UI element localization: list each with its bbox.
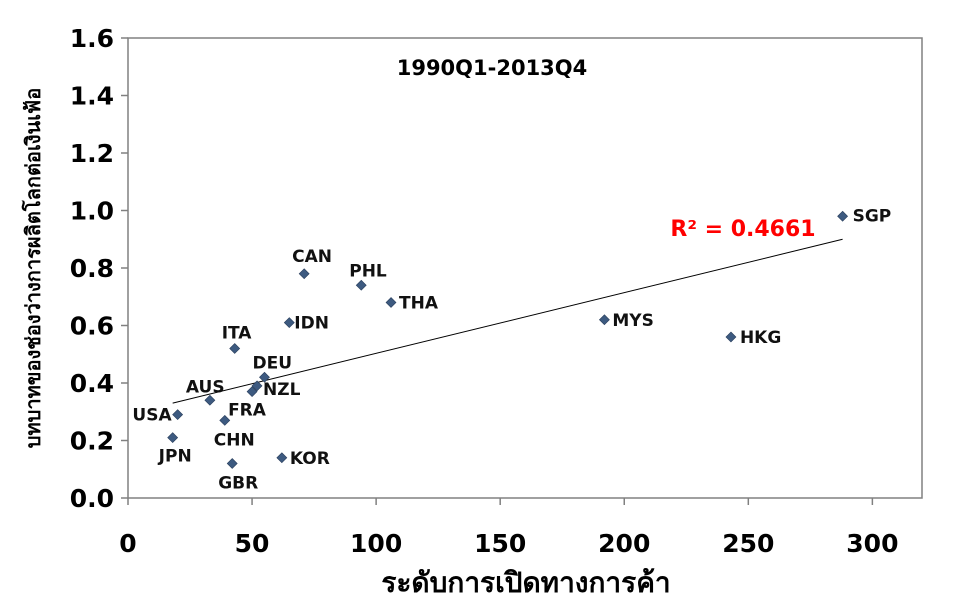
point-label-mys: MYS: [612, 311, 653, 331]
y-tick-label: 0.8: [70, 254, 114, 283]
data-point-gbr: [226, 458, 238, 469]
point-label-idn: IDN: [294, 314, 329, 334]
data-point-can: [298, 268, 310, 280]
x-tick-label: 50: [235, 529, 270, 558]
point-label-gbr: GBR: [218, 474, 258, 494]
point-label-aus: AUS: [186, 377, 225, 397]
point-label-tha: THA: [399, 294, 439, 314]
data-point-nzl: [251, 380, 263, 392]
chart-title: 1990Q1-2013Q4: [397, 56, 588, 80]
x-axis-title: ระดับการเปิดทางการค้า: [381, 566, 670, 599]
r-squared-label: R² = 0.4661: [670, 217, 815, 242]
x-tick-label: 300: [846, 529, 898, 558]
data-point-jpn: [167, 432, 179, 444]
data-point-tha: [385, 297, 397, 308]
data-point-mys: [598, 314, 610, 326]
data-point-sgp: [837, 210, 849, 222]
x-tick-label: 250: [722, 529, 774, 558]
trendline-group: [172, 238, 843, 404]
y-tick-label: 0.2: [70, 427, 114, 456]
data-points: [167, 210, 849, 469]
point-label-deu: DEU: [252, 353, 292, 373]
y-axis-title: บทบาทของช่องว่างการผลิตโลกต่อเงินเฟ้อ: [21, 88, 45, 448]
data-point-fra: [246, 386, 258, 398]
y-tick-label: 1.6: [70, 24, 114, 53]
point-label-nzl: NZL: [263, 380, 301, 400]
data-point-idn: [283, 317, 295, 329]
axes: 0.0 0.2 0.4 0.6 0.8 1.0 1.2 1.4 1.6 0 50 100 150 200 2…: [70, 24, 923, 558]
point-label-usa: USA: [132, 406, 172, 426]
data-point-chn: [219, 414, 231, 426]
x-tick-label: 150: [474, 529, 526, 558]
y-tick-label: 1.0: [70, 197, 114, 226]
point-label-jpn: JPN: [158, 447, 192, 467]
data-point-kor: [276, 452, 288, 464]
y-tick-label: 0.0: [70, 484, 114, 513]
x-tick-label: 200: [598, 529, 650, 558]
y-tick-label: 1.2: [70, 139, 114, 168]
y-tick-label: 0.4: [70, 369, 114, 398]
data-point-usa: [172, 409, 184, 421]
data-point-ita: [229, 343, 241, 354]
y-tick-label: 0.6: [70, 312, 114, 341]
point-label-phl: PHL: [349, 261, 387, 281]
plot-area-border: [127, 37, 923, 499]
point-label-hkg: HKG: [740, 328, 781, 348]
point-label-fra: FRA: [228, 401, 267, 421]
data-point-aus: [204, 394, 216, 406]
point-label-sgp: SGP: [853, 206, 892, 226]
x-tick-label: 100: [350, 529, 402, 558]
point-label-kor: KOR: [290, 449, 330, 469]
data-point-hkg: [725, 331, 737, 343]
trendline: [172, 238, 843, 404]
data-point-deu: [259, 371, 270, 383]
x-tick-label: 0: [119, 529, 136, 558]
data-point-phl: [355, 279, 367, 291]
point-label-can: CAN: [292, 247, 332, 267]
point-label-chn: CHN: [214, 430, 255, 450]
point-label-ita: ITA: [222, 324, 253, 344]
y-tick-label: 1.4: [70, 82, 114, 111]
